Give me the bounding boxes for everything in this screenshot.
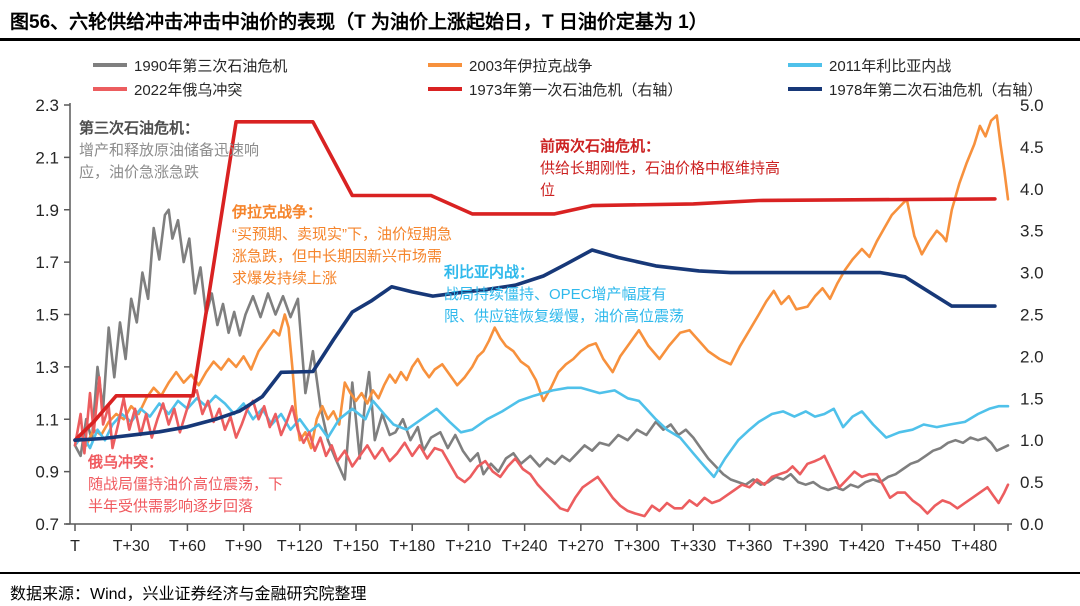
legend-row-2: 2022年俄乌冲突 1973年第一次石油危机（右轴） 1978年第二次石油危机（… (0, 78, 1080, 100)
legend-label-1978: 1978年第二次石油危机（右轴） (829, 81, 1043, 99)
legend-item-2011: 2011年利比亚内战 (788, 54, 951, 76)
x-axis-label: T+480 (951, 538, 997, 555)
series-line-1973- (73, 120, 997, 443)
legend-item-1978: 1978年第二次石油危机（右轴） (788, 78, 1042, 100)
y-axis-left-label: 2.3 (35, 96, 59, 115)
series-line-2022- (73, 375, 1010, 518)
annotation-first-two-crises-title: 前两次石油危机： (540, 138, 661, 155)
legend-label-2022: 2022年俄乌冲突 (134, 81, 243, 99)
y-axis-left-label: 0.9 (35, 463, 59, 482)
y-axis-left-label: 2.1 (35, 148, 59, 167)
y-axis-left-label: 1.9 (35, 201, 59, 220)
y-axis-right-label: 2.5 (1020, 306, 1044, 325)
annotation-iraq-war-title: 伊拉克战争： (232, 204, 323, 221)
x-axis-label: T+120 (277, 538, 323, 555)
x-axis-label: T+330 (670, 538, 716, 555)
series-line-1978- (73, 248, 997, 443)
legend-item-1990: 1990年第三次石油危机 (93, 54, 287, 76)
x-axis-label: T+450 (895, 538, 941, 555)
annotation-libya-civil-war-body: 战局持续僵持、OPEC增产幅度有限、供应链恢复缓慢，油价高位震荡 (444, 286, 685, 325)
x-axis-label: T+210 (446, 538, 492, 555)
y-axis-left-label: 1.5 (35, 306, 59, 325)
annotation-iraq-war: 伊拉克战争： “买预期、卖现实”下，油价短期急涨急跌，但中长期因新兴市场需求爆发… (232, 202, 452, 290)
x-axis-label: T+390 (783, 538, 829, 555)
y-axis-left-label: 1.3 (35, 358, 59, 377)
legend-item-1973: 1973年第一次石油危机（右轴） (428, 78, 682, 100)
legend-label-1990: 1990年第三次石油危机 (134, 57, 288, 75)
title-underline (0, 38, 1080, 41)
annotation-iraq-war-body: “买预期、卖现实”下，油价短期急涨急跌，但中长期因新兴市场需求爆发持续上涨 (232, 226, 452, 287)
y-axis-right-label: 4.0 (1020, 180, 1044, 199)
annotation-libya-civil-war-title: 利比亚内战： (444, 264, 535, 281)
annotation-gulf-war-body: 增产和释放原油储备迅速响应，油价急涨急跌 (79, 142, 260, 181)
y-axis-right-label: 3.5 (1020, 222, 1044, 241)
y-axis-right-label: 0.5 (1020, 473, 1044, 492)
x-axis-label: T (70, 538, 80, 555)
legend-swatch-2011 (788, 63, 822, 67)
y-axis-right-label: 5.0 (1020, 96, 1044, 115)
legend-item-2003: 2003年伊拉克战争 (428, 54, 592, 76)
annotation-russia-ukraine-body: 随战局僵持油价高位震荡，下半年受供需影响逐步回落 (88, 476, 284, 515)
x-axis-label: T+270 (558, 538, 604, 555)
annotation-russia-ukraine-title: 俄乌冲突： (88, 454, 164, 471)
x-axis-label: T+420 (839, 538, 885, 555)
legend-swatch-2022 (93, 87, 127, 91)
y-axis-right-label: 4.5 (1020, 138, 1044, 157)
y-axis-left-label: 0.7 (35, 515, 59, 534)
legend-swatch-1990 (93, 63, 127, 67)
page-title: 图56、六轮供给冲击冲击中油价的表现（T 为油价上涨起始日，T 日油价定基为 1… (10, 12, 708, 33)
series-line-2003- (73, 114, 1010, 450)
y-axis-right-label: 2.0 (1020, 347, 1044, 366)
legend-label-1973: 1973年第一次石油危机（右轴） (469, 81, 683, 99)
y-axis-right-label: 3.0 (1020, 264, 1044, 283)
annotation-first-two-crises-body: 供给长期刚性，石油价格中枢维持高位 (540, 160, 781, 199)
x-axis-label: T+300 (614, 538, 660, 555)
x-axis-label: T+90 (225, 538, 262, 555)
x-axis-label: T+240 (502, 538, 548, 555)
y-axis-right-label: 0.0 (1020, 515, 1044, 534)
annotation-russia-ukraine: 俄乌冲突： 随战局僵持油价高位震荡，下半年受供需影响逐步回落 (88, 452, 288, 518)
y-axis-right-label: 1.5 (1020, 389, 1044, 408)
legend-label-2011: 2011年利比亚内战 (829, 57, 952, 75)
legend-swatch-1978 (788, 87, 822, 91)
footer-rule (0, 572, 1080, 574)
y-axis-left-label: 1.7 (35, 253, 59, 272)
legend-swatch-1973 (428, 87, 462, 91)
x-axis-label: T+360 (727, 538, 773, 555)
y-axis-left-label: 1.1 (35, 410, 59, 429)
legend-label-2003: 2003年伊拉克战争 (469, 57, 593, 75)
x-axis-label: T+180 (389, 538, 435, 555)
legend-row-1: 1990年第三次石油危机 2003年伊拉克战争 2011年利比亚内战 (0, 54, 1080, 76)
legend-item-2022: 2022年俄乌冲突 (93, 78, 242, 100)
data-source-note: 数据来源：Wind，兴业证券经济与金融研究院整理 (10, 586, 367, 603)
x-axis-label: T+60 (169, 538, 206, 555)
y-axis-right-label: 1.0 (1020, 431, 1044, 450)
annotation-libya-civil-war: 利比亚内战： 战局持续僵持、OPEC增产幅度有限、供应链恢复缓慢，油价高位震荡 (444, 262, 686, 328)
x-axis-label: T+150 (333, 538, 379, 555)
series-line-1990- (73, 208, 1010, 492)
annotation-gulf-war-title: 第三次石油危机： (79, 120, 200, 137)
annotation-gulf-war: 第三次石油危机： 增产和释放原油储备迅速响应，油价急涨急跌 (79, 118, 259, 184)
legend-swatch-2003 (428, 63, 462, 67)
series-line-2011- (73, 386, 1010, 479)
annotation-first-two-crises: 前两次石油危机： 供给长期刚性，石油价格中枢维持高位 (540, 136, 780, 202)
x-axis-label: T+30 (113, 538, 150, 555)
